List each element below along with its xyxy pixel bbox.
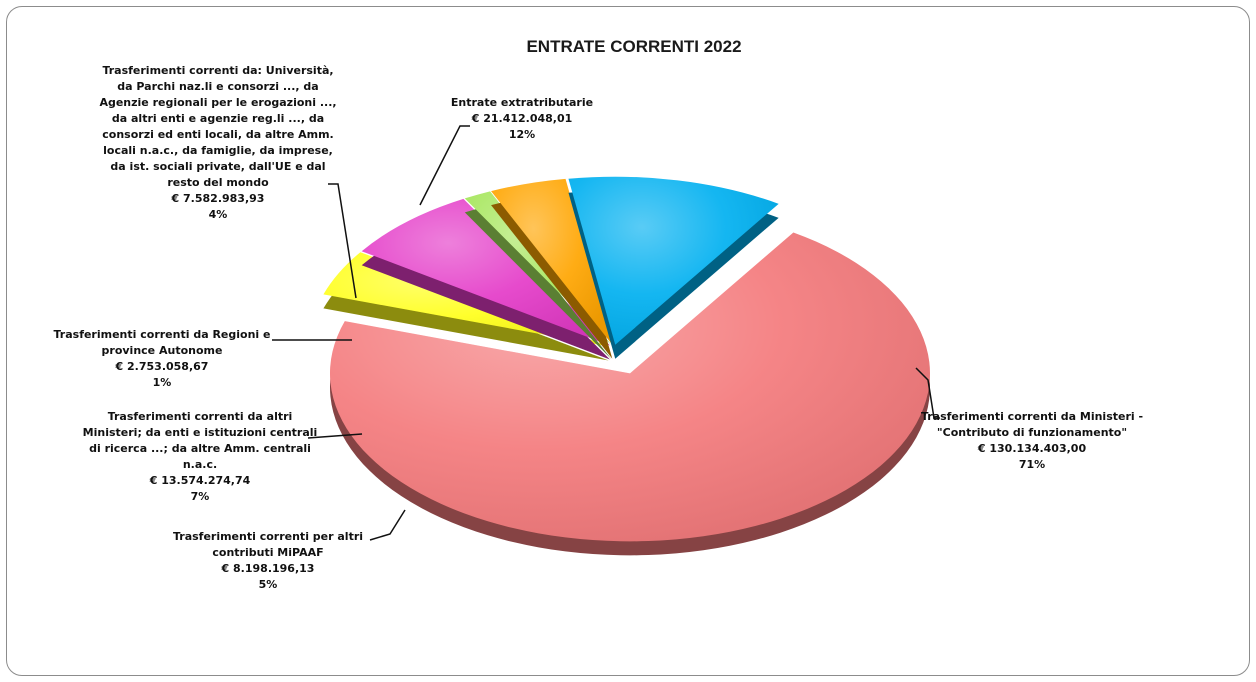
data-label-category: Trasferimenti correnti da Ministeri - <box>921 410 1143 423</box>
data-label-group: Trasferimenti correnti da Ministeri - "Co… <box>921 410 1143 471</box>
data-label-category: "Contributo di funzionamento" <box>937 426 1127 439</box>
data-label-percent: 71% <box>1019 458 1045 471</box>
data-label-amount: € 130.134.403,00 <box>977 442 1087 455</box>
pie-slice-highlight <box>491 178 613 345</box>
data-label-category: Agenzie regionali per le erogazioni ..., <box>99 96 336 109</box>
data-label-category: Trasferimenti correnti da: Università, <box>102 64 333 77</box>
pie-slice-side <box>491 192 613 359</box>
pie-slice-highlight <box>361 198 610 346</box>
pie-slice-side <box>464 205 612 359</box>
data-label-category: province Autonome <box>102 344 223 357</box>
leader-line <box>369 509 406 541</box>
data-label-amount: € 8.198.196,13 <box>221 562 315 575</box>
data-label-percent: 1% <box>153 376 172 389</box>
data-label-category: da ist. sociali private, dall'UE e dal <box>110 160 325 173</box>
data-label-category: Trasferimenti correnti da Regioni e <box>54 328 271 341</box>
data-label-group: Trasferimenti correnti da Regioni e provi… <box>54 328 271 389</box>
data-label-category: n.a.c. <box>183 458 217 471</box>
data-label-category: da altri enti e agenzie reg.li ..., da <box>112 112 324 125</box>
data-label-amount: € 2.753.058,67 <box>115 360 209 373</box>
data-label-category: da Parchi naz.li e consorzi ..., da <box>117 80 318 93</box>
data-label-amount: € 13.574.274,74 <box>149 474 251 487</box>
data-label-group: Trasferimenti correnti da: Università, da… <box>99 64 336 221</box>
data-label-percent: 5% <box>259 578 278 591</box>
pie-slice-highlight <box>568 176 779 345</box>
data-label-group: Trasferimenti correnti da altri Ministeri… <box>83 410 318 503</box>
data-label-amount: € 21.412.048,01 <box>471 112 573 125</box>
data-label-percent: 7% <box>191 490 210 503</box>
data-label-category: Ministeri; da enti e istituzioni central… <box>83 426 318 439</box>
leader-line <box>307 433 363 439</box>
data-label-group: Entrate extratributarie € 21.412.048,01 12… <box>451 96 593 141</box>
data-label-group: Trasferimenti correnti per altri contribu… <box>173 530 363 591</box>
data-label-category: resto del mondo <box>167 176 269 189</box>
data-label-amount: € 7.582.983,93 <box>171 192 265 205</box>
leader-line <box>328 183 357 299</box>
pie-slice-highlight <box>329 232 930 542</box>
data-label-percent: 12% <box>509 128 535 141</box>
data-label-category: Trasferimenti correnti da altri <box>108 410 293 423</box>
data-label-category: Trasferimenti correnti per altri <box>173 530 363 543</box>
leader-line <box>419 125 470 206</box>
data-label-category: contributi MiPAAF <box>212 546 323 559</box>
data-label-category: Entrate extratributarie <box>451 96 593 109</box>
data-label-category: locali n.a.c., da famiglie, da imprese, <box>103 144 333 157</box>
data-label-percent: 4% <box>209 208 228 221</box>
data-label-category: di ricerca ...; da altre Amm. centrali <box>89 442 311 455</box>
data-label-category: consorzi ed enti locali, da altre Amm. <box>102 128 333 141</box>
chart-title: ENTRATE CORRENTI 2022 <box>526 37 741 56</box>
leader-line <box>915 367 940 419</box>
